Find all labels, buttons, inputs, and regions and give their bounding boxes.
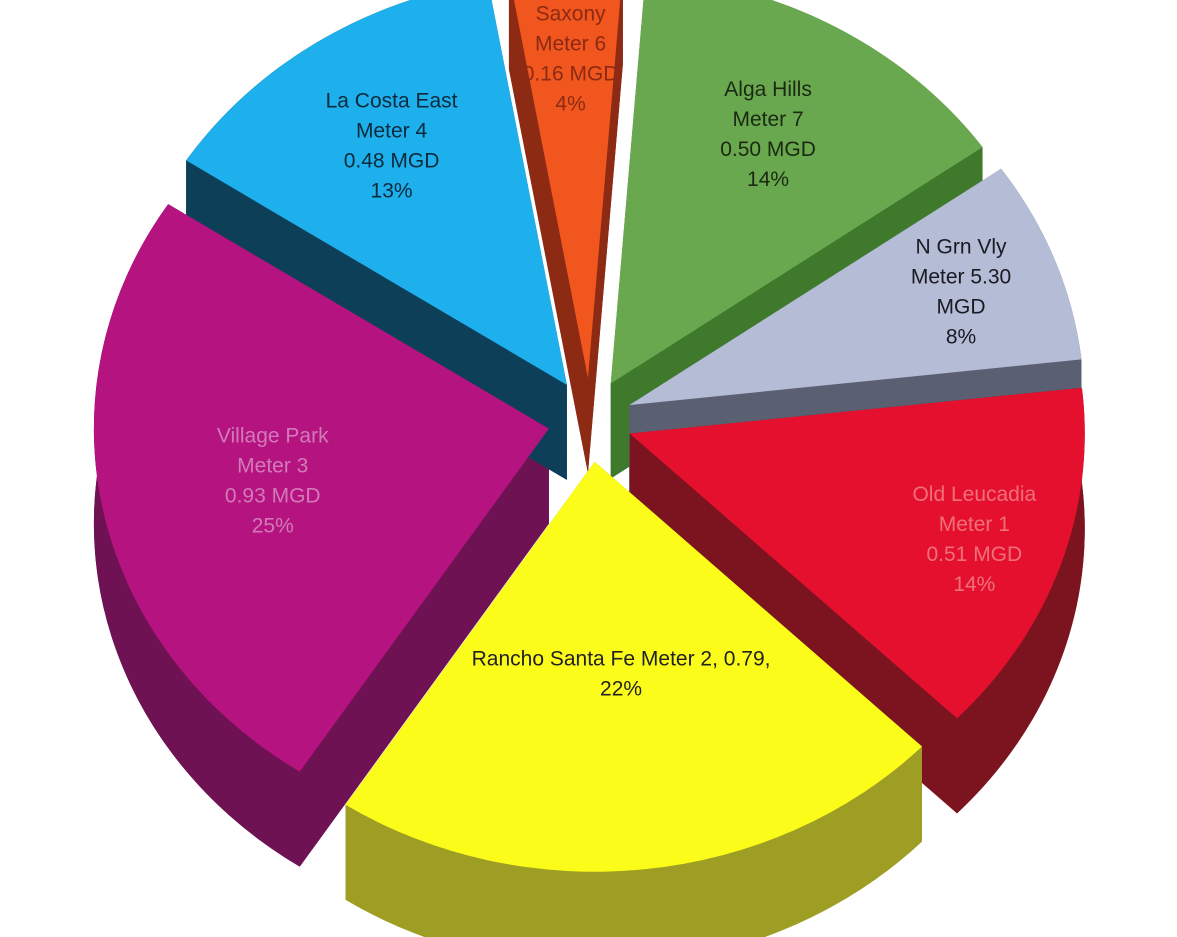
slice-label-line: 8% (946, 326, 976, 349)
slice-labels: Saxony Meter 6 0.16 MGD 4% Alga Hills Meter 7… (217, 3, 1037, 701)
slice-wall-old-leucadia (957, 387, 1085, 814)
slice-label-line: Alga Hills (724, 78, 812, 101)
slice-label-line: 22% (600, 678, 642, 701)
slice-saxony (513, 0, 621, 379)
slice-label-line: 14% (747, 168, 789, 191)
slice-label-line: Meter 4 (356, 119, 428, 142)
slice-la-costa-east (186, 0, 567, 385)
slice-village-park (93, 204, 549, 772)
slice-old-leucadia (629, 387, 1085, 719)
slice-label-line: Village Park (217, 425, 329, 448)
slice-label-line: 0.51 MGD (926, 543, 1022, 566)
slice-wall-village-park (93, 204, 300, 867)
slice-label-line: Meter 7 (732, 108, 803, 131)
slice-label-rancho-santa-fe: Rancho Santa Fe Meter 2, 0.79, 22% (472, 648, 771, 701)
slice-label-line: 25% (252, 515, 294, 538)
slice-label-la-costa-east: La Costa East Meter 4 0.48 MGD 13% (326, 89, 458, 202)
slice-alga-hills (610, 0, 983, 384)
slice-label-line: MGD (937, 296, 986, 319)
slice-label-line: 0.50 MGD (720, 138, 816, 161)
slice-label-line: Old Leucadia (912, 483, 1036, 506)
slice-label-line: 0.48 MGD (344, 149, 440, 172)
slice-label-line: N Grn Vly (916, 236, 1008, 259)
slice-wall-rancho-santa-fe (345, 746, 922, 937)
slice-label-line: 0.16 MGD (523, 63, 619, 86)
slice-label-line: 14% (953, 573, 995, 596)
slice-edge-saxony-0 (508, 0, 588, 474)
slice-label-n-grn-vly: N Grn Vly Meter 5.30 MGD 8% (911, 236, 1011, 349)
slice-label-line: Meter 6 (535, 33, 606, 56)
slice-label-line: Meter 3 (237, 455, 308, 478)
slice-label-line: 0.93 MGD (225, 485, 321, 508)
slice-tops (93, 0, 1085, 872)
slice-label-line: Rancho Santa Fe Meter 2, 0.79, (472, 648, 771, 671)
slice-edge-saxony-1 (587, 0, 623, 474)
slice-label-line: 4% (555, 93, 585, 116)
slice-label-line: Saxony (536, 3, 607, 26)
slice-label-line: Meter 1 (939, 513, 1010, 536)
slice-label-line: Meter 5.30 (911, 266, 1011, 289)
slice-label-saxony: Saxony Meter 6 0.16 MGD 4% (523, 3, 619, 116)
slice-label-line: La Costa East (326, 89, 458, 112)
slice-edge-village-park-0 (299, 428, 549, 867)
slice-label-alga-hills: Alga Hills Meter 7 0.50 MGD 14% (720, 78, 816, 191)
slice-label-line: 13% (371, 179, 413, 202)
slice-rancho-santa-fe (345, 461, 922, 872)
slice-label-old-leucadia: Old Leucadia Meter 1 0.51 MGD 14% (912, 483, 1036, 596)
slice-label-village-park: Village Park Meter 3 0.93 MGD 25% (217, 425, 329, 538)
slice-n-grn-vly (629, 168, 1082, 406)
